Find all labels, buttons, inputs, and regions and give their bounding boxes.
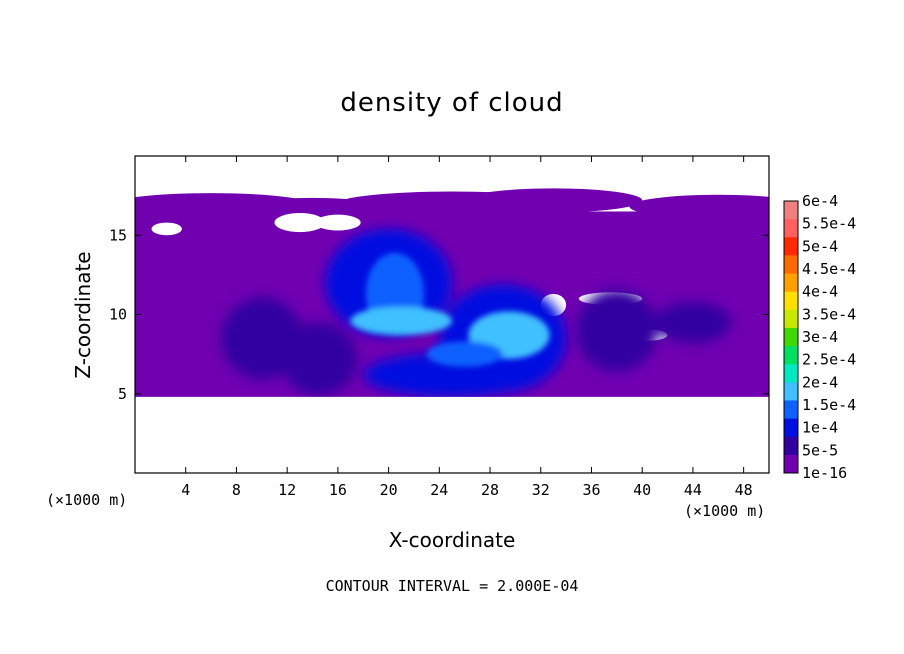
y-tick-label: 5 [118,385,127,403]
y-axis-unit: (×1000 m) [46,491,128,509]
cloud-top-bump [464,188,643,213]
y-tick-label: 15 [109,226,127,244]
colorbar-label: 4e-4 [802,283,838,301]
x-axis-label: X-coordinate [388,528,516,552]
x-tick-label: 20 [380,481,398,499]
x-tick-label: 32 [532,481,550,499]
x-tick-label: 12 [278,481,296,499]
colorbar-swatch [784,327,798,347]
x-tick-label: 4 [181,481,190,499]
colorbar-label: 5.5e-4 [802,215,856,233]
density-field [135,188,769,473]
x-tick-label: 44 [684,481,702,499]
colorbar-swatch [784,364,798,383]
colorbar-swatch [784,346,798,365]
colorbar-swatch [784,219,798,238]
x-tick-label: 24 [430,481,448,499]
clear-air-gap [274,213,326,233]
colorbar-label: 1e-4 [802,419,838,437]
colorbar-border [783,200,799,474]
colorbar-label: 2e-4 [802,373,838,391]
colorbar-swatch [784,201,798,220]
cloud-cell [576,289,658,372]
colorbar-swatch [784,436,798,456]
x-tick-label: 48 [735,481,753,499]
x-axis-unit: (×1000 m) [684,502,766,520]
colorbar: 6e-4 5.5e-4 5e-4 4.5e-4 4e-4 3.5e-4 3e-4 2.5e-4… [783,192,856,482]
colorbar-label: 1.5e-4 [802,396,856,414]
y-axis-ticks: 5 10 15 [109,226,769,403]
colorbar-swatch [784,273,798,293]
chart-title: density of cloud [340,88,564,118]
colorbar-swatch [784,418,798,438]
colorbar-swatch [784,291,798,311]
colorbar-swatch [784,255,798,275]
colorbar-swatch [784,454,798,474]
colorbar-label: 4.5e-4 [802,260,856,278]
cloud-cores [350,252,550,367]
colorbar-label: 6e-4 [802,192,838,210]
colorbar-label: 5e-5 [802,441,838,459]
contour-interval-note: CONTOUR INTERVAL = 2.000E-04 [325,577,579,595]
x-tick-label: 8 [232,481,241,499]
cloud-core [350,306,452,336]
colorbar-swatch [784,237,798,256]
x-axis-ticks: 4 8 12 16 20 24 28 32 36 40 44 48 [181,156,753,499]
y-tick-label: 10 [109,306,127,324]
clear-region-bottom [135,396,769,473]
x-tick-label: 28 [481,481,499,499]
clear-air-gap [315,214,361,231]
cloud-core [426,341,503,367]
colorbar-swatch [784,382,798,401]
colorbar-label: 1e-16 [802,464,847,482]
colorbar-label: 3e-4 [802,328,838,346]
colorbar-label: 5e-4 [802,237,838,255]
colorbar-label: 2.5e-4 [802,351,856,369]
colorbar-swatch [784,309,798,329]
colorbar-swatch [784,400,798,420]
cloud-cell [363,352,541,397]
cloud-cell [654,301,731,344]
x-tick-label: 36 [582,481,600,499]
x-tick-label: 40 [633,481,651,499]
clear-air-gap [151,222,182,236]
cloud-top-bump [629,194,769,219]
cloud-cell [280,322,357,396]
colorbar-label: 3.5e-4 [802,305,856,323]
x-tick-label: 16 [329,481,347,499]
